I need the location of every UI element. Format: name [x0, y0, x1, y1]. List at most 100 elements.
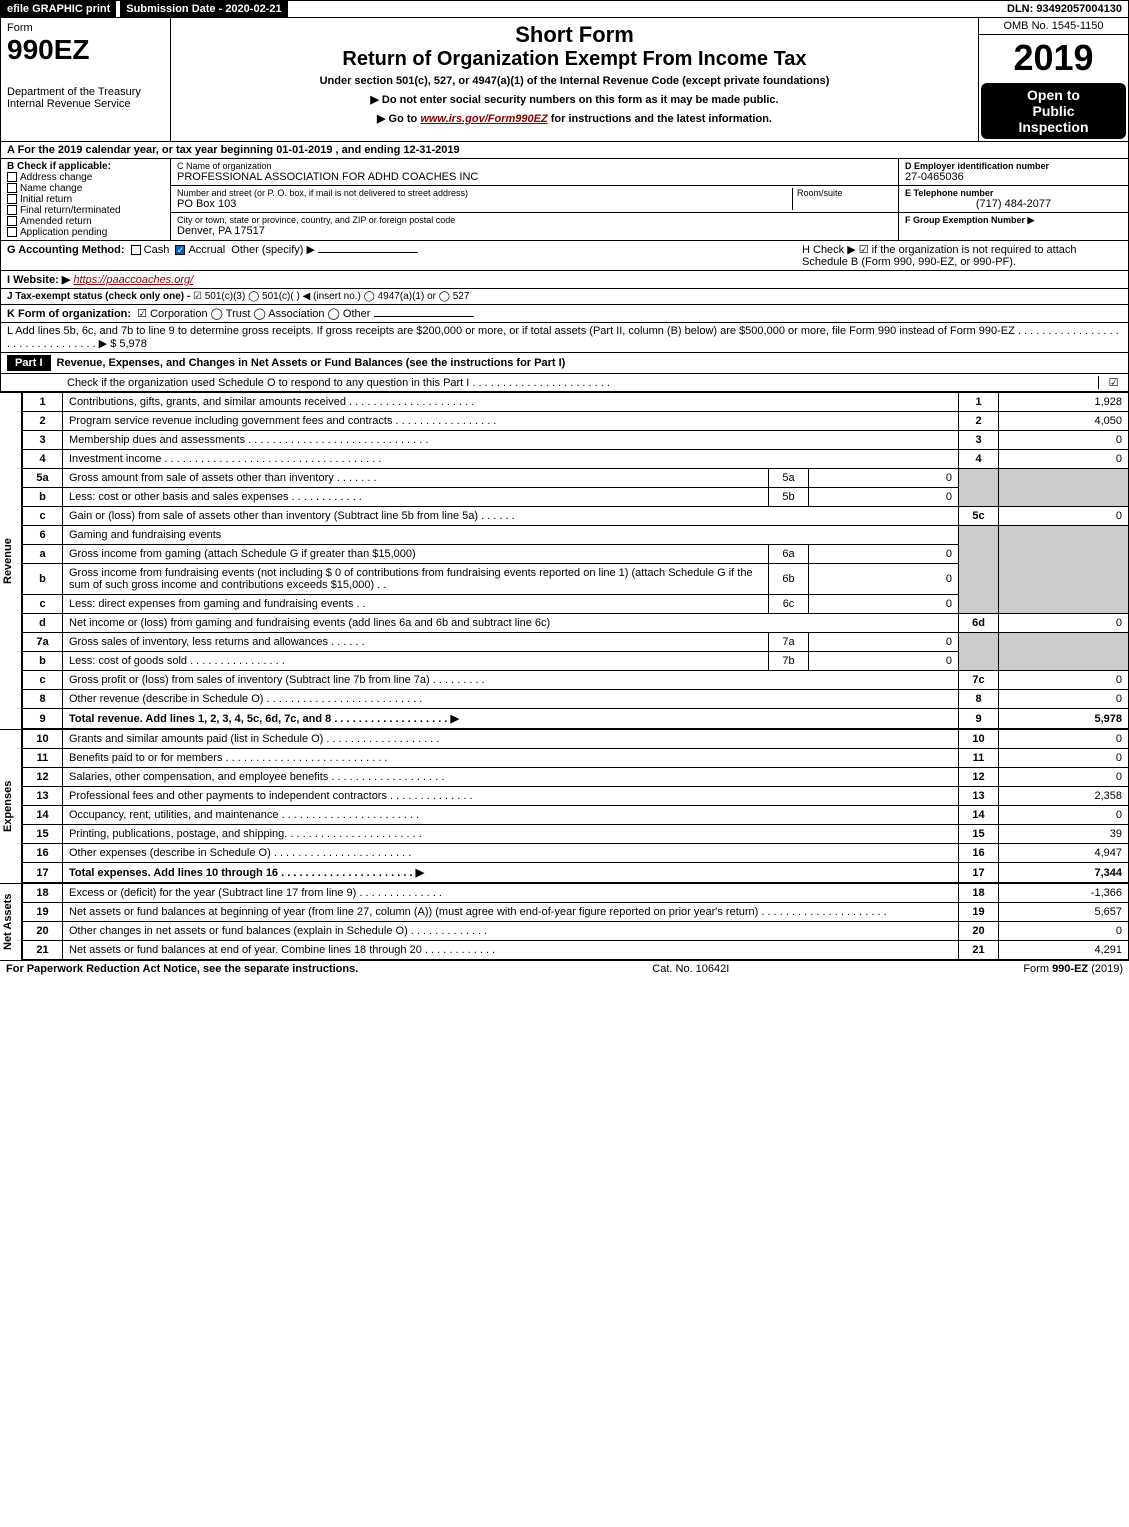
row-j: J Tax-exempt status (check only one) - ☑…: [0, 289, 1129, 305]
line-14: 14Occupancy, rent, utilities, and mainte…: [23, 806, 1129, 825]
header-right: OMB No. 1545-1150 2019 Open to Public In…: [978, 18, 1128, 141]
expenses-section: Expenses 10Grants and similar amounts pa…: [0, 729, 1129, 883]
efile-label: efile GRAPHIC print: [1, 1, 116, 17]
chk-name-change[interactable]: Name change: [7, 183, 164, 194]
chk-cash[interactable]: [131, 245, 141, 255]
addr-label: Number and street (or P. O. box, if mail…: [177, 188, 792, 198]
footer-cat: Cat. No. 10642I: [652, 963, 729, 975]
section-b-header: B Check if applicable:: [7, 161, 164, 172]
row-h: H Check ▶ ☑ if the organization is not r…: [802, 243, 1122, 268]
rows-g-to-l: G Accounting Method: Cash ✓Accrual Other…: [0, 241, 1129, 353]
line-9: 9Total revenue. Add lines 1, 2, 3, 4, 5c…: [23, 709, 1129, 729]
part1-check-text: Check if the organization used Schedule …: [7, 377, 1098, 389]
open-3: Inspection: [985, 119, 1122, 135]
footer-form: Form 990-EZ (2019): [1023, 963, 1123, 975]
phone: (717) 484-2077: [905, 198, 1122, 210]
phone-label: E Telephone number: [905, 188, 1122, 198]
row-l: L Add lines 5b, 6c, and 7b to line 9 to …: [0, 323, 1129, 353]
line-3: 3Membership dues and assessments . . . .…: [23, 431, 1129, 450]
line-17: 17Total expenses. Add lines 10 through 1…: [23, 863, 1129, 883]
row-a-tax-year: A For the 2019 calendar year, or tax yea…: [0, 142, 1129, 159]
expenses-table: 10Grants and similar amounts paid (list …: [22, 729, 1129, 883]
chk-address-change[interactable]: Address change: [7, 172, 164, 183]
row-g: G Accounting Method: Cash ✓Accrual Other…: [7, 243, 418, 268]
net-assets-vlabel: Net Assets: [0, 883, 22, 960]
net-assets-table: 18Excess or (deficit) for the year (Subt…: [22, 883, 1129, 960]
revenue-table: 1Contributions, gifts, grants, and simil…: [22, 392, 1129, 729]
submission-date: Submission Date - 2020-02-21: [120, 1, 287, 17]
expenses-vlabel: Expenses: [0, 729, 22, 883]
entity-info-box: B Check if applicable: Address change Na…: [0, 159, 1129, 241]
goto-pre: ▶ Go to: [377, 113, 420, 125]
dln: DLN: 93492057004130: [1001, 1, 1128, 17]
form-header: Form 990EZ Department of the Treasury In…: [0, 18, 1129, 142]
line-11: 11Benefits paid to or for members . . . …: [23, 749, 1129, 768]
line-13: 13Professional fees and other payments t…: [23, 787, 1129, 806]
row-i: I Website: ▶ https://paaccoaches.org/: [0, 271, 1129, 289]
form-number: 990EZ: [7, 34, 164, 66]
open-2: Public: [985, 103, 1122, 119]
row-k: K Form of organization: ☑ Corporation ◯ …: [0, 305, 1129, 323]
part1-header-row: Part I Revenue, Expenses, and Changes in…: [0, 353, 1129, 374]
top-bar: efile GRAPHIC print Submission Date - 20…: [0, 0, 1129, 18]
chk-accrual[interactable]: ✓: [175, 245, 185, 255]
city-label: City or town, state or province, country…: [177, 215, 892, 225]
room-label: Room/suite: [797, 188, 892, 198]
no-ssn-note: ▶ Do not enter social security numbers o…: [181, 93, 968, 106]
org-name-label: C Name of organization: [177, 161, 892, 171]
city: Denver, PA 17517: [177, 225, 892, 237]
group-exemption-label: F Group Exemption Number ▶: [905, 215, 1122, 226]
line-10: 10Grants and similar amounts paid (list …: [23, 730, 1129, 749]
footer-left: For Paperwork Reduction Act Notice, see …: [6, 963, 358, 975]
org-name: PROFESSIONAL ASSOCIATION FOR ADHD COACHE…: [177, 171, 892, 183]
section-d-e-f: D Employer identification number 27-0465…: [898, 159, 1128, 240]
line-21: 21Net assets or fund balances at end of …: [23, 941, 1129, 960]
line-5a: 5aGross amount from sale of assets other…: [23, 469, 1129, 488]
goto-line: ▶ Go to www.irs.gov/Form990EZ for instru…: [181, 112, 968, 125]
line-4: 4Investment income . . . . . . . . . . .…: [23, 450, 1129, 469]
form-word: Form: [7, 22, 164, 34]
line-7c: cGross profit or (loss) from sales of in…: [23, 671, 1129, 690]
line-5c: cGain or (loss) from sale of assets othe…: [23, 507, 1129, 526]
open-to-public: Open to Public Inspection: [981, 83, 1126, 139]
section-b: B Check if applicable: Address change Na…: [1, 159, 171, 240]
subtitle: Under section 501(c), 527, or 4947(a)(1)…: [181, 75, 968, 87]
page-footer: For Paperwork Reduction Act Notice, see …: [0, 960, 1129, 977]
line-16: 16Other expenses (describe in Schedule O…: [23, 844, 1129, 863]
title-return: Return of Organization Exempt From Incom…: [181, 48, 968, 71]
dept-treasury: Department of the Treasury: [7, 86, 164, 98]
line-12: 12Salaries, other compensation, and empl…: [23, 768, 1129, 787]
title-short-form: Short Form: [181, 22, 968, 48]
part1-check-row: Check if the organization used Schedule …: [0, 374, 1129, 392]
goto-post: for instructions and the latest informat…: [548, 113, 772, 125]
line-7a: 7aGross sales of inventory, less returns…: [23, 633, 1129, 652]
chk-amended-return[interactable]: Amended return: [7, 216, 164, 227]
ein-label: D Employer identification number: [905, 161, 1122, 171]
row-g-h: G Accounting Method: Cash ✓Accrual Other…: [0, 241, 1129, 271]
line-8: 8Other revenue (describe in Schedule O) …: [23, 690, 1129, 709]
net-assets-section: Net Assets 18Excess or (deficit) for the…: [0, 883, 1129, 960]
line-15: 15Printing, publications, postage, and s…: [23, 825, 1129, 844]
line-6: 6Gaming and fundraising events: [23, 526, 1129, 545]
line-20: 20Other changes in net assets or fund ba…: [23, 922, 1129, 941]
irs-link[interactable]: www.irs.gov/Form990EZ: [420, 113, 547, 125]
ein: 27-0465036: [905, 171, 1122, 183]
chk-initial-return[interactable]: Initial return: [7, 194, 164, 205]
chk-application-pending[interactable]: Application pending: [7, 227, 164, 238]
line-6d: dNet income or (loss) from gaming and fu…: [23, 614, 1129, 633]
line-19: 19Net assets or fund balances at beginni…: [23, 903, 1129, 922]
line-1: 1Contributions, gifts, grants, and simil…: [23, 393, 1129, 412]
tax-year: 2019: [979, 35, 1128, 81]
part1-check[interactable]: ☑: [1098, 376, 1128, 389]
header-center: Short Form Return of Organization Exempt…: [171, 18, 978, 141]
website-link[interactable]: https://paaccoaches.org/: [73, 274, 193, 286]
line-18: 18Excess or (deficit) for the year (Subt…: [23, 884, 1129, 903]
omb-number: OMB No. 1545-1150: [979, 18, 1128, 35]
section-c: C Name of organization PROFESSIONAL ASSO…: [171, 159, 898, 240]
chk-final-return[interactable]: Final return/terminated: [7, 205, 164, 216]
revenue-section: Revenue 1Contributions, gifts, grants, a…: [0, 392, 1129, 729]
open-1: Open to: [985, 87, 1122, 103]
revenue-vlabel: Revenue: [0, 392, 22, 729]
header-left: Form 990EZ Department of the Treasury In…: [1, 18, 171, 141]
irs-label: Internal Revenue Service: [7, 98, 164, 110]
